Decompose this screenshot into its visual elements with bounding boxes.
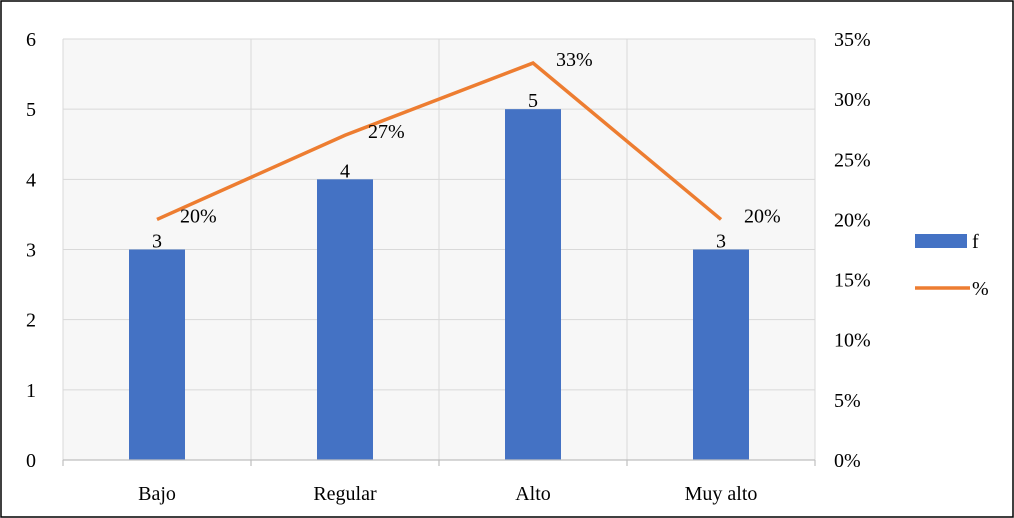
x-tick-label: Bajo [138,483,176,505]
y2-tick-label: 35% [834,29,871,51]
legend-label-f: f [972,231,979,253]
line-value-label: 33% [556,49,593,71]
y2-tick-label: 15% [834,270,871,292]
bar [693,249,749,460]
y-tick-label: 2 [26,310,36,332]
bar-value-label: 3 [716,231,726,253]
bar-value-label: 4 [340,160,350,182]
legend-swatch-f [915,234,967,248]
line-path [156,61,723,222]
line-value-label: 20% [180,205,217,227]
y2-tick-label: 20% [834,209,871,231]
bar-value-label: 3 [152,231,162,253]
y2-tick-label: 0% [834,450,861,472]
bar [317,179,373,461]
y2-tick-label: 25% [834,149,871,171]
x-tick-label: Muy alto [685,483,758,505]
bar-series-f [129,109,749,461]
y-tick-label: 5 [26,99,36,121]
bar [129,249,185,460]
line-value-label: 20% [744,205,781,227]
y-axis-left: 0 1 2 3 4 5 6 [26,29,36,472]
y-tick-label: 1 [26,380,36,402]
gridlines [62,38,816,461]
line-value-label: 27% [368,121,405,143]
bar [505,109,561,461]
line-series-percent [156,61,723,222]
y2-tick-label: 10% [834,330,871,352]
line-data-labels: 20% 27% 33% 20% [180,49,781,227]
bar-value-label: 5 [528,90,538,112]
x-tick-label: Regular [313,483,377,505]
legend: f % [915,231,989,300]
plot-area: 3 4 5 3 20% 27% 33% 20% [62,38,816,461]
bar-data-labels: 3 4 5 3 [152,90,726,252]
y-tick-label: 0 [26,450,36,472]
x-axis: Bajo Regular Alto Muy alto [62,459,816,505]
y-axis-right: 0% 5% 10% 15% 20% 25% 30% 35% [834,29,871,472]
legend-label-percent: % [972,278,989,300]
y2-tick-label: 5% [834,390,861,412]
y-tick-label: 6 [26,29,36,51]
y-tick-label: 3 [26,240,36,262]
y2-tick-label: 30% [834,89,871,111]
x-tick-label: Alto [515,483,551,505]
y-tick-label: 4 [26,169,36,191]
